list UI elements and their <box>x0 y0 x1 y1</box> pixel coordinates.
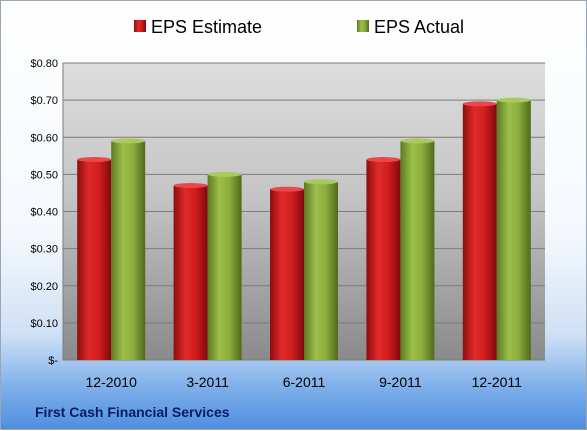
bar-top-actual-3-2011 <box>207 171 242 177</box>
bar-top-actual-9-2011 <box>400 138 435 144</box>
y-tick-label: $- <box>48 355 58 367</box>
bar-actual-6-2011 <box>304 181 338 360</box>
y-tick-label: $0.30 <box>30 244 58 256</box>
x-axis-ticks: 12-2010 3-2011 6-2011 9-2011 12-2011 <box>86 374 523 390</box>
footer-company-name: First Cash Financial Services <box>35 404 230 420</box>
bar-top-estimate-12-2010 <box>77 157 112 163</box>
bar-estimate-12-2011 <box>462 103 497 361</box>
y-tick-label: $0.70 <box>30 95 58 107</box>
bar-top-estimate-12-2011 <box>462 101 497 107</box>
bar-estimate-3-2011 <box>173 185 208 360</box>
bar-top-estimate-6-2011 <box>270 186 304 192</box>
y-tick-label: $0.20 <box>30 281 58 293</box>
x-tick-label: 9-2011 <box>379 374 422 390</box>
y-tick-label: $0.80 <box>30 58 58 70</box>
legend: EPS Estimate EPS Actual <box>134 17 464 37</box>
y-tick-label: $0.40 <box>30 207 58 219</box>
y-axis-ticks: $- $0.10 $0.20 $0.30 $0.40 $0.50 $0.60 $0.70 $0.… <box>30 58 58 367</box>
y-tick-label: $0.60 <box>30 132 58 144</box>
x-tick-label: 12-2011 <box>472 374 523 390</box>
legend-label-estimate: EPS Estimate <box>151 17 262 37</box>
bar-top-actual-6-2011 <box>304 179 338 185</box>
legend-label-actual: EPS Actual <box>374 17 464 37</box>
bars <box>77 97 531 361</box>
bar-actual-12-2011 <box>496 100 531 360</box>
x-tick-label: 6-2011 <box>283 374 326 390</box>
bar-actual-3-2011 <box>207 174 242 360</box>
x-tick-label: 12-2010 <box>86 374 138 390</box>
y-tick-label: $0.10 <box>30 318 58 330</box>
bar-top-actual-12-2010 <box>111 138 146 144</box>
legend-swatch-estimate <box>134 20 146 32</box>
y-tick-label: $0.50 <box>30 169 58 181</box>
bar-estimate-12-2010 <box>77 159 112 360</box>
bar-top-estimate-3-2011 <box>173 183 208 189</box>
bar-actual-12-2010 <box>111 140 146 360</box>
bar-top-estimate-9-2011 <box>366 157 401 163</box>
x-tick-label: 3-2011 <box>186 374 229 390</box>
bar-actual-9-2011 <box>400 140 435 360</box>
legend-swatch-actual <box>357 20 369 32</box>
bar-top-actual-12-2011 <box>496 97 531 103</box>
bar-estimate-9-2011 <box>366 159 401 360</box>
bar-estimate-6-2011 <box>270 189 304 360</box>
